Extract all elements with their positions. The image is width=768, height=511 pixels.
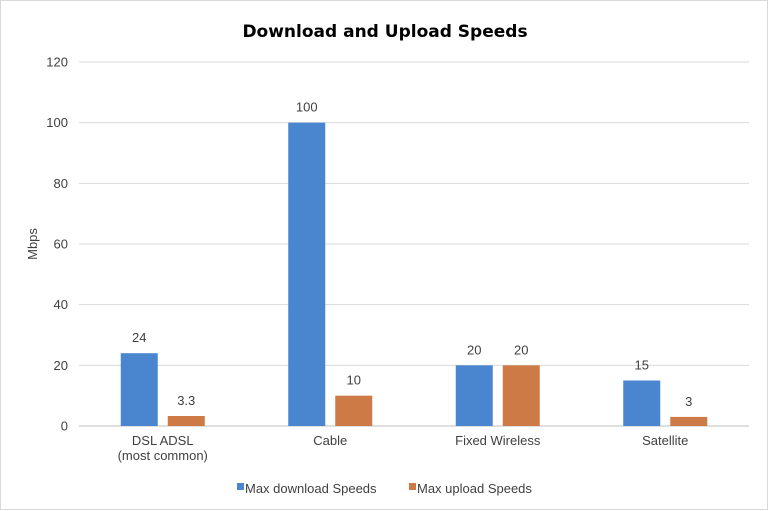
bar [670, 416, 708, 426]
bar [502, 365, 540, 426]
bar [455, 365, 493, 426]
bar [288, 122, 326, 427]
y-tick-label: 80 [54, 176, 68, 191]
category-labels: DSL ADSL(most common) Cable Fixed Wireless… [118, 433, 689, 463]
y-tick-label: 60 [54, 237, 68, 252]
y-tick-label: 0 [61, 419, 68, 434]
legend-label: Max download Speeds [245, 481, 377, 496]
gridlines [79, 61, 749, 427]
bar [167, 415, 205, 426]
legend: Max download Speeds Max upload Speeds [237, 481, 532, 496]
bar [335, 395, 373, 426]
data-label: 3.3 [177, 393, 195, 408]
data-label: 10 [347, 373, 361, 388]
data-label: 20 [514, 342, 528, 357]
category-label: Cable [313, 433, 347, 448]
bars [120, 122, 708, 427]
legend-label: Max upload Speeds [417, 481, 532, 496]
category-label: Satellite [642, 433, 688, 448]
bar [623, 380, 661, 426]
y-axis-label: Mbps [25, 228, 40, 260]
data-labels: 24 3.3 100 10 20 20 15 3 [132, 100, 692, 409]
data-label: 100 [296, 100, 318, 115]
category-label: (most common) [118, 448, 208, 463]
chart-title: Download and Upload Speeds [242, 22, 527, 42]
y-tick-label: 120 [46, 55, 68, 70]
y-tick-label: 40 [54, 297, 68, 312]
legend-swatch [409, 483, 416, 490]
data-label: 20 [467, 342, 481, 357]
y-tick-label: 100 [46, 115, 68, 130]
legend-swatch [237, 483, 244, 490]
data-label: 15 [635, 358, 649, 373]
category-label: DSL ADSL [132, 433, 194, 448]
bar [120, 353, 158, 426]
y-axis-ticks: 0 20 40 60 80 100 120 [46, 55, 68, 434]
category-label: Fixed Wireless [455, 433, 541, 448]
y-tick-label: 20 [54, 358, 68, 373]
data-label: 3 [685, 394, 692, 409]
data-label: 24 [132, 330, 146, 345]
